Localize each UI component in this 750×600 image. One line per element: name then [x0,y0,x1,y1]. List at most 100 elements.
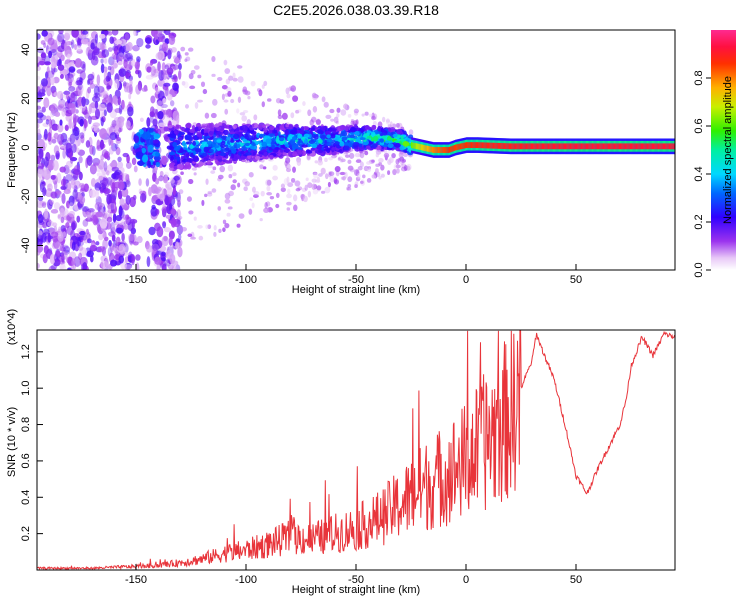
spectrogram-cell [292,194,298,202]
spectrogram-cell [358,146,365,152]
spectrogram-cell [236,108,240,114]
spectrogram-cell [537,143,539,150]
spectrogram-cell [168,236,173,246]
spectrogram-cell [307,190,312,198]
spectrogram-cell [53,132,59,140]
spectrogram-cell [354,152,361,158]
spectrogram-cell [169,253,176,265]
spectrogram-cell [125,52,133,60]
spectrogram-cell [590,143,592,150]
spectrogram-cell [188,47,194,52]
spectrogram-cell [79,188,87,193]
snr-panel: -150 -100 -50 0 50 0.2 0.4 0.6 0.8 1.0 1.2 Height… [6,309,676,596]
spectrogram-cell [260,190,265,197]
spectrogram-cell [116,137,121,142]
spectrogram-cell [602,143,604,150]
x-tick-label: -100 [235,274,257,286]
spectrogram-cell [302,195,308,203]
spectrogram-cell [245,152,252,156]
spectrogram-cell [512,143,514,150]
spectrogram-cell [539,143,542,150]
colorbar-tick-label: 0.6 [693,118,705,133]
spectrogram-cell [176,163,184,170]
spectrogram-cell [357,166,363,171]
spectrogram-cell [64,124,69,131]
spectrogram-cell [128,84,133,95]
spectrogram-cell [115,239,119,248]
spectrogram-cell [411,142,413,149]
spectrogram-cell [489,142,491,149]
spectrogram-cell [42,221,48,229]
spectrogram-cell [362,174,366,179]
spectrogram-cell [123,204,128,211]
spectrogram-cell [244,181,250,187]
spectrogram-cell [115,236,121,245]
spectrogram-cell [37,162,45,170]
spectrogram-cell [228,124,233,129]
spectrogram-cell [88,103,92,115]
spectrogram-cell [250,80,256,87]
spectrogram-cell [224,108,229,115]
spectrogram-cell [513,143,515,150]
spectrogram-cell [578,143,580,150]
spectrogram-cell [552,143,555,150]
spectrogram-cell [241,124,248,129]
spectrogram-cell [53,202,61,210]
colorbar-ticks: 0.0 0.2 0.4 0.6 0.8 [693,70,711,278]
spectrogram-cell [457,144,459,150]
spectrogram-cell [110,259,118,267]
spectrogram-cell [424,145,426,151]
spectrogram-cell [89,82,95,89]
spectrogram-cell [417,143,420,150]
spectrogram-cell [98,175,104,181]
spectrogram-cell [76,38,82,48]
spectrogram-cell [379,138,385,143]
spectrogram-cell [213,231,217,237]
spectrogram-cell [640,143,643,150]
spectrogram-cell [141,147,147,154]
spectrogram-cell [659,143,662,150]
spectrogram-cell [42,167,47,177]
x-tick-label: -150 [125,574,147,586]
spectrogram-cell [328,171,332,178]
spectrogram-cell [425,145,427,152]
spectrogram-cell [82,219,89,227]
spectrogram-cell [193,216,197,221]
spectrogram-cell [60,216,65,224]
spectrogram-cell [210,127,215,132]
spectrogram-cell [372,120,377,127]
spectrogram-cell [387,150,391,154]
spectrogram-cell [638,143,641,150]
spectrogram-cell [148,226,156,236]
x-tick-label: 50 [570,274,582,286]
y-tick-label: -20 [20,189,32,205]
spectrogram-cell [60,185,67,190]
spectrogram-cell [290,177,296,183]
spectrogram-cell [277,114,283,120]
spectrogram-cell [418,143,421,150]
spectrogram-cell [50,48,58,56]
spectrogram-cell [150,59,154,66]
spectrogram-cell [388,157,394,164]
spectrogram-cell [161,257,166,262]
spectrogram-cell [68,81,73,86]
spectrogram-cell [444,147,446,153]
spectrogram-cell [545,143,547,150]
spectrogram-cell [475,142,478,149]
spectrogram-cell [353,141,360,146]
spectrogram-cell [221,135,227,140]
spectrogram-cell [274,146,280,150]
spectrogram-cell [123,224,129,230]
spectrogram-cell [72,113,77,125]
spectrogram-cell [67,53,71,60]
spectrogram-cell [189,85,196,90]
spectrogram-cell [634,143,636,150]
spectrogram-cell [163,227,171,233]
spectrogram-cell [93,85,100,97]
spectrogram-cell [385,140,390,144]
spectrogram-cell [152,139,159,144]
spectrogram-cell [157,110,164,120]
spectrogram-cell [155,152,160,157]
spectrogram-cell [68,66,76,73]
spectrogram-cell [609,143,611,150]
